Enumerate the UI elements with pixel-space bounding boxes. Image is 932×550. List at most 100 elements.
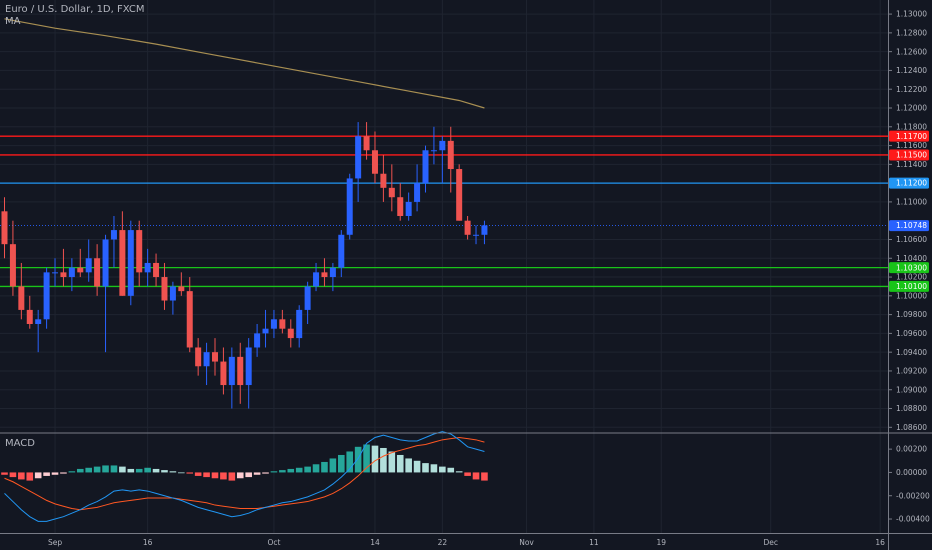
candle-body-19	[161, 277, 168, 301]
macd-bar-39	[329, 458, 337, 473]
candle-body-50	[422, 150, 429, 184]
macd-tick-label-2: -0.00200	[896, 491, 930, 500]
macd-pane	[1, 431, 488, 522]
ma-line	[4, 18, 485, 109]
price-axis[interactable]: 1.13000 1.12800 1.12600 1.12400 1.12200 1.120…	[888, 10, 927, 432]
macd-bar-17	[144, 467, 151, 473]
macd-bar-42	[354, 446, 362, 473]
horizontal-levels	[0, 135, 888, 288]
candle-body-9	[77, 267, 84, 273]
time-tick-label-9: 16	[875, 538, 885, 547]
time-tick-label-1: 16	[143, 538, 153, 547]
candle-body-26	[220, 361, 227, 386]
macd-bar-20	[169, 471, 177, 473]
candle-body-14	[119, 230, 126, 296]
macd-bar-51	[430, 464, 438, 473]
level-badge-4-text: 1.10100	[896, 282, 927, 291]
macd-bar-14	[119, 466, 126, 473]
macd-bar-52	[439, 466, 446, 473]
candle-body-54	[456, 169, 463, 221]
macd-bar-21	[178, 472, 185, 474]
candle-body-30	[254, 333, 261, 348]
ma-indicator-label[interactable]: MA	[5, 16, 21, 27]
time-tick-label-6: 11	[589, 538, 599, 547]
macd-bar-13	[110, 465, 118, 473]
price-tick-label-14: 1.09800	[896, 310, 927, 319]
macd-bar-23	[194, 472, 202, 476]
macd-bar-56	[472, 472, 480, 480]
candle-body-23	[195, 347, 202, 367]
candle-body-44	[371, 150, 378, 174]
current-price-badge-bg	[889, 220, 929, 232]
macd-bar-0	[1, 472, 8, 475]
macd-bar-12	[102, 465, 109, 473]
level-badge-4-bg	[889, 280, 929, 292]
price-tick-label-19: 1.08800	[896, 404, 927, 413]
macd-indicator-label[interactable]: MACD	[5, 438, 35, 449]
macd-bar-40	[338, 454, 345, 473]
candle-body-29	[245, 347, 252, 386]
price-tick-label-13: 1.10000	[896, 291, 927, 300]
candle-body-25	[212, 352, 218, 362]
macd-bar-3	[26, 472, 34, 481]
candle-body-45	[380, 173, 387, 188]
macd-bar-50	[422, 463, 429, 473]
price-tick-label-4: 1.12200	[896, 85, 927, 94]
price-tick-label-6: 1.11800	[896, 122, 927, 131]
macd-bar-35	[295, 467, 303, 473]
level-badge-1-bg	[889, 149, 929, 161]
price-tick-label-9: 1.11000	[896, 198, 927, 207]
macd-bar-6	[51, 472, 59, 475]
price-tick-label-2: 1.12600	[896, 47, 927, 56]
price-tick-label-20: 1.08600	[896, 423, 927, 432]
macd-bar-24	[203, 472, 210, 478]
macd-bar-26	[220, 472, 227, 480]
price-tick-label-1: 1.12800	[896, 28, 927, 37]
macd-bar-36	[304, 466, 311, 473]
price-tick-label-16: 1.09400	[896, 348, 927, 357]
macd-bar-2	[18, 472, 25, 480]
candle-body-24	[203, 352, 210, 367]
candle-body-39	[329, 267, 336, 278]
level-badge-3-bg	[889, 262, 929, 274]
candle-body-2	[18, 286, 25, 310]
macd-bar-43	[363, 444, 370, 473]
candle-body-56	[473, 234, 480, 236]
level-badge-3-text: 1.10300	[896, 263, 927, 272]
price-tick-label-7: 1.11600	[896, 141, 927, 150]
macd-axis[interactable]: 0.00200 0.00000 -0.00200 -0.00400	[888, 445, 930, 524]
macd-bar-46	[388, 451, 396, 473]
chart-legend: Euro / U.S. Dollar, 1D, FXCM MA	[5, 4, 144, 28]
macd-bar-55	[464, 472, 471, 476]
time-axis[interactable]: Sep 16 Oct 14 22 Nov 11 19 Dec 16	[48, 538, 885, 547]
macd-line	[4, 431, 485, 522]
time-tick-label-2: Oct	[267, 538, 280, 547]
symbol-title[interactable]: Euro / U.S. Dollar, 1D, FXCM	[5, 4, 145, 15]
candle-body-49	[414, 183, 421, 202]
macd-bar-47	[396, 454, 404, 473]
candle-body-52	[439, 140, 446, 151]
candle-body-46	[388, 187, 395, 198]
time-tick-label-4: 22	[438, 538, 448, 547]
macd-bar-27	[228, 472, 236, 481]
macd-bar-18	[152, 468, 160, 473]
candle-body-40	[338, 234, 345, 268]
level-badge-0-bg	[889, 130, 929, 142]
price-tick-label-15: 1.09600	[896, 329, 927, 338]
candle-body-36	[304, 286, 311, 310]
macd-bar-5	[43, 472, 50, 476]
candle-body-15	[127, 230, 134, 296]
macd-signal-line	[4, 436, 485, 511]
candle-body-38	[321, 272, 328, 278]
moving-average	[4, 18, 485, 109]
candle-body-34	[287, 328, 294, 339]
macd-bar-41	[346, 451, 354, 473]
current-price-badge-text: 1.10748	[896, 221, 927, 230]
macd-bar-1	[9, 472, 17, 478]
macd-bar-38	[321, 461, 328, 473]
candle-body-7	[60, 272, 67, 278]
candle-body-48	[405, 201, 412, 216]
macd-bar-19	[161, 470, 168, 473]
